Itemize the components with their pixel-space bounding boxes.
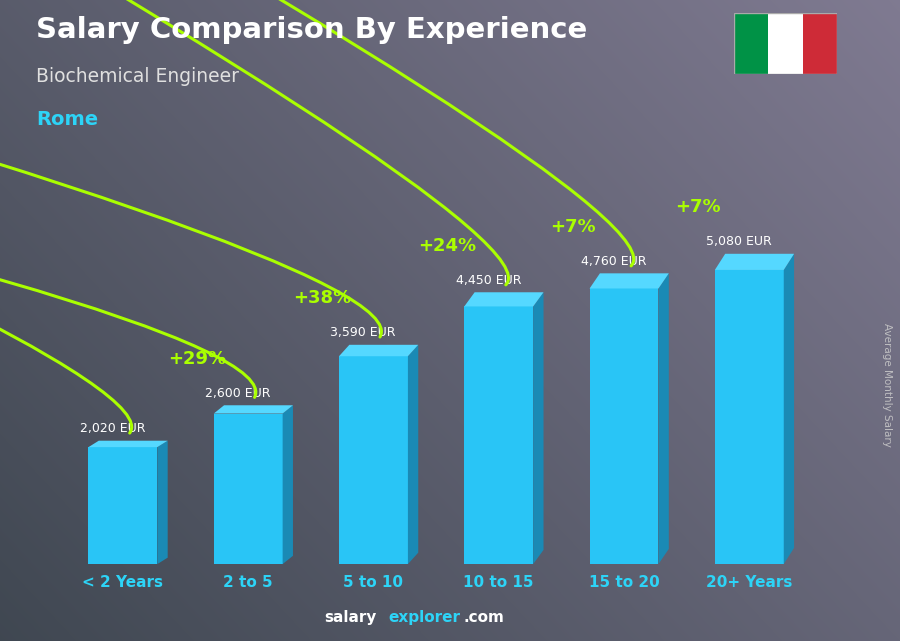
Polygon shape [88,447,158,564]
Text: Average Monthly Salary: Average Monthly Salary [881,322,892,447]
Polygon shape [339,345,418,356]
Polygon shape [464,292,544,306]
Polygon shape [590,273,669,288]
Text: +29%: +29% [168,349,226,367]
Text: 3,590 EUR: 3,590 EUR [330,326,396,340]
Polygon shape [88,441,167,447]
Text: .com: .com [464,610,504,625]
Bar [734,13,768,74]
Polygon shape [339,356,408,564]
Polygon shape [715,270,784,564]
Text: Biochemical Engineer: Biochemical Engineer [36,67,239,87]
Text: +24%: +24% [418,237,477,254]
Text: 2,020 EUR: 2,020 EUR [80,422,145,435]
Text: 4,760 EUR: 4,760 EUR [580,255,646,268]
Text: 2,600 EUR: 2,600 EUR [205,387,271,400]
Polygon shape [464,306,533,564]
Polygon shape [213,413,283,564]
Text: 4,450 EUR: 4,450 EUR [455,274,521,287]
Text: Rome: Rome [36,110,98,129]
Polygon shape [659,273,669,564]
Text: +38%: +38% [293,289,351,307]
Text: +7%: +7% [550,218,596,236]
Polygon shape [784,254,794,564]
Polygon shape [715,254,794,270]
Polygon shape [590,288,659,564]
Bar [803,13,837,74]
Polygon shape [533,292,544,564]
Text: salary: salary [324,610,376,625]
Text: explorer: explorer [389,610,461,625]
Text: +7%: +7% [675,198,721,216]
Polygon shape [408,345,418,564]
Text: Salary Comparison By Experience: Salary Comparison By Experience [36,16,587,44]
Polygon shape [213,405,293,413]
Bar [768,13,803,74]
Polygon shape [158,441,167,564]
Text: 5,080 EUR: 5,080 EUR [706,235,772,249]
Polygon shape [283,405,293,564]
